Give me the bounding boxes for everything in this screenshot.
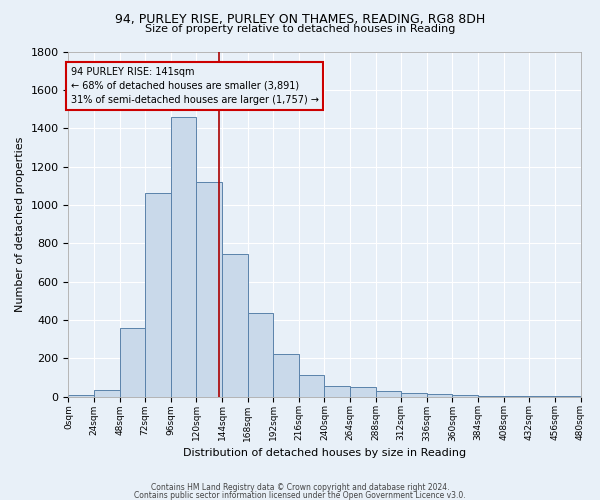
Text: Contains public sector information licensed under the Open Government Licence v3: Contains public sector information licen… — [134, 490, 466, 500]
Bar — [222, 254, 248, 396]
Bar — [401, 393, 427, 396]
Bar — [273, 354, 299, 397]
Text: 94, PURLEY RISE, PURLEY ON THAMES, READING, RG8 8DH: 94, PURLEY RISE, PURLEY ON THAMES, READI… — [115, 12, 485, 26]
Y-axis label: Number of detached properties: Number of detached properties — [15, 136, 25, 312]
Bar — [248, 313, 273, 396]
X-axis label: Distribution of detached houses by size in Reading: Distribution of detached houses by size … — [183, 448, 466, 458]
Bar — [376, 391, 401, 396]
Bar — [196, 182, 222, 396]
Bar — [299, 376, 325, 396]
Bar — [452, 395, 478, 396]
Bar — [427, 394, 452, 396]
Bar — [171, 116, 196, 396]
Bar — [145, 194, 171, 396]
Text: Contains HM Land Registry data © Crown copyright and database right 2024.: Contains HM Land Registry data © Crown c… — [151, 483, 449, 492]
Bar — [119, 328, 145, 396]
Bar — [350, 387, 376, 396]
Bar — [68, 394, 94, 396]
Bar — [94, 390, 119, 396]
Text: 94 PURLEY RISE: 141sqm
← 68% of detached houses are smaller (3,891)
31% of semi-: 94 PURLEY RISE: 141sqm ← 68% of detached… — [71, 67, 319, 105]
Bar — [325, 386, 350, 396]
Text: Size of property relative to detached houses in Reading: Size of property relative to detached ho… — [145, 24, 455, 34]
